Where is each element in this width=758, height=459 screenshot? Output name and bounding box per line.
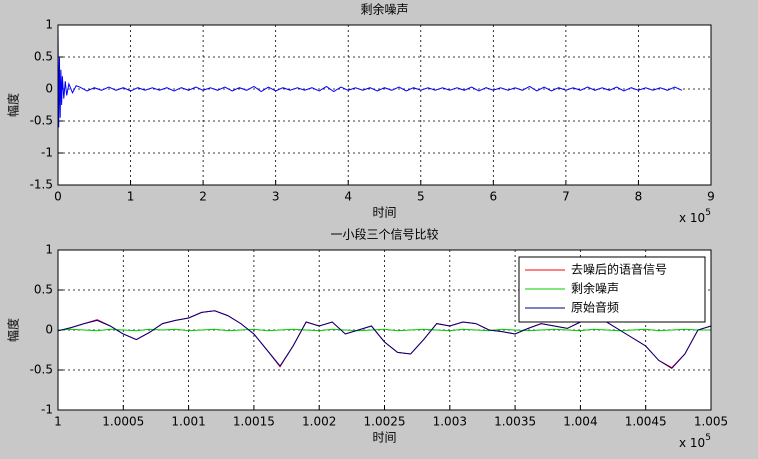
x-tick-label: 1: [127, 190, 135, 204]
x-axis-label: 时间: [372, 431, 396, 445]
series-line: [57, 28, 683, 128]
x-tick-label: 1: [54, 415, 62, 429]
axes-box: [57, 24, 712, 186]
legend-label: 剩余噪声: [571, 281, 619, 296]
chart-title: 一小段三个信号比较: [330, 227, 438, 242]
y-tick-label: -1.5: [30, 178, 53, 192]
legend-label: 去噪后的语音信号: [571, 262, 667, 277]
x-tick-label: 1.004: [563, 415, 597, 429]
y-tick-label: 0.5: [34, 283, 53, 297]
y-tick-label: 0.5: [34, 50, 53, 64]
x-tick-label: 2: [199, 190, 207, 204]
x-tick-label: 7: [562, 190, 570, 204]
plot-area: [58, 25, 711, 185]
y-tick-label: -1: [41, 146, 53, 160]
x-tick-label: 3: [272, 190, 280, 204]
x-tick-label: 1.0035: [494, 415, 536, 429]
legend-label: 原始音频: [571, 300, 619, 315]
x-tick-label: 9: [707, 190, 715, 204]
y-tick-label: -0.5: [30, 363, 53, 377]
y-tick-label: 1: [45, 243, 53, 257]
x-tick-label: 1.0045: [625, 415, 667, 429]
x-tick-label: 1.0005: [102, 415, 144, 429]
x-tick-label: 1.0025: [364, 415, 406, 429]
y-tick-label: 0: [45, 82, 53, 96]
x-tick-label: 5: [417, 190, 425, 204]
x-tick-label: 1.001: [171, 415, 205, 429]
axes-box: [57, 249, 712, 411]
x-tick-label: 8: [635, 190, 643, 204]
series-line: [57, 328, 711, 332]
x-tick-label: 1.002: [302, 415, 336, 429]
x-tick-label: 1.003: [433, 415, 467, 429]
x-axis-label: 时间: [372, 206, 396, 220]
exponent-base: x 10: [679, 211, 705, 225]
exponent-base: x 10: [679, 436, 705, 450]
x-tick-label: 4: [344, 190, 352, 204]
chart-title: 剩余噪声: [360, 2, 408, 17]
y-tick-label: -1: [41, 403, 53, 417]
x-tick-label: 1.005: [694, 415, 728, 429]
x-tick-label: 1.0015: [233, 415, 275, 429]
y-axis-label: 幅度: [6, 93, 21, 117]
y-tick-label: 1: [45, 18, 53, 32]
x-exponent: x 105: [679, 208, 711, 225]
y-tick-label: 0: [45, 323, 53, 337]
y-tick-label: -0.5: [30, 114, 53, 128]
x-tick-label: 6: [490, 190, 498, 204]
y-axis-label: 幅度: [6, 318, 21, 342]
exponent-power: 5: [705, 433, 711, 443]
x-exponent: x 105: [679, 433, 711, 450]
exponent-power: 5: [705, 208, 711, 218]
x-tick-label: 0: [54, 190, 62, 204]
